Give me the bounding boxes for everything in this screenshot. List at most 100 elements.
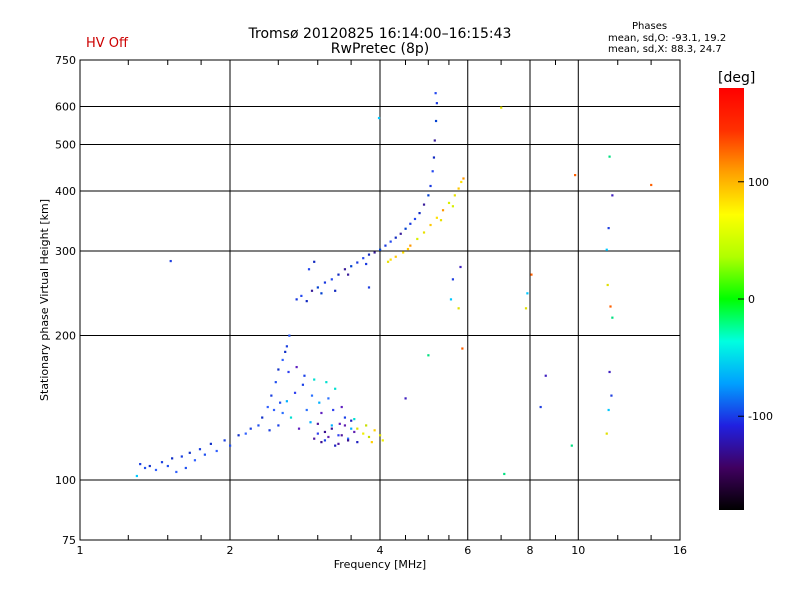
data-point [399, 232, 402, 235]
x-axis-label: Frequency [MHz] [334, 558, 426, 571]
data-point [337, 273, 340, 276]
data-point [303, 374, 306, 377]
data-point [427, 194, 430, 197]
phase-stats-o: mean, sd,O: -93.1, 19.2 [608, 33, 727, 44]
data-point [457, 187, 460, 190]
data-point [386, 260, 390, 263]
data-point [500, 106, 503, 109]
data-point [340, 405, 343, 409]
data-point [215, 449, 218, 453]
data-point [394, 236, 397, 239]
data-point [433, 139, 436, 142]
data-point [394, 255, 397, 258]
data-point [608, 370, 611, 374]
data-point [447, 201, 451, 205]
data-point [379, 248, 382, 251]
data-point [406, 247, 410, 251]
data-point [295, 298, 298, 301]
data-point [605, 248, 608, 251]
x-axis-ticks: 1 2 4 6 8 10 16 [77, 544, 688, 557]
data-point [429, 223, 432, 227]
data-point [175, 470, 178, 474]
phase-stats-heading: Phases [632, 21, 668, 32]
data-point [441, 209, 445, 212]
data-point [270, 394, 273, 397]
data-point [402, 251, 405, 254]
data-point [297, 427, 301, 430]
x-tick-label: 1 [77, 544, 84, 557]
data-point [277, 368, 280, 371]
x-tick-label: 4 [377, 544, 384, 557]
data-point [135, 474, 138, 478]
data-point [332, 408, 335, 412]
data-point [457, 307, 460, 310]
data-point [362, 432, 365, 435]
colorbar-tick-label: -100 [748, 410, 773, 423]
data-point [323, 430, 327, 434]
data-point [435, 216, 438, 219]
data-point [198, 448, 202, 451]
data-point [404, 227, 407, 230]
data-point [272, 408, 276, 412]
data-point [337, 442, 340, 445]
chart-title: Tromsø 20120825 16:14:00–16:15:43 [248, 26, 512, 42]
data-point [367, 253, 371, 256]
data-point [462, 177, 465, 180]
data-point [459, 265, 462, 269]
data-point [330, 278, 333, 281]
data-point [209, 442, 212, 445]
data-point [389, 258, 392, 261]
data-point [309, 421, 312, 424]
x-tick-label: 2 [227, 544, 234, 557]
y-tick-label: 500 [55, 139, 76, 152]
data-point [367, 286, 371, 289]
data-point [353, 418, 356, 421]
y-tick-label: 75 [62, 534, 76, 547]
data-point [289, 416, 293, 419]
data-point [313, 260, 316, 263]
data-point [334, 387, 337, 390]
data-point [435, 102, 438, 105]
data-point [281, 411, 284, 415]
data-point [316, 286, 319, 289]
data-point [524, 307, 528, 310]
data-point [373, 251, 376, 254]
data-point [313, 437, 316, 440]
data-point [350, 419, 353, 422]
data-point [530, 273, 533, 276]
data-point [279, 401, 282, 404]
data-point [429, 184, 432, 188]
data-point [427, 354, 430, 357]
data-point [453, 194, 456, 197]
data-point [166, 464, 169, 468]
data-point [139, 462, 142, 466]
x-tick-label: 6 [464, 544, 471, 557]
data-point [350, 427, 353, 430]
data-point [257, 424, 260, 427]
colorbar-tick-label: 100 [748, 176, 769, 189]
data-point [301, 383, 305, 386]
grid-lines [80, 60, 680, 540]
colorbar-tick-label: 0 [748, 293, 755, 306]
data-point [313, 378, 316, 381]
data-point [356, 427, 359, 430]
data-point [343, 416, 347, 419]
data-point [305, 408, 308, 412]
data-point [409, 222, 412, 225]
data-point [325, 381, 328, 384]
data-point [310, 289, 314, 292]
data-point [431, 170, 434, 173]
data-point [305, 300, 308, 303]
data-point [432, 156, 436, 159]
data-point [389, 240, 392, 243]
data-point [293, 391, 297, 394]
data-point [650, 183, 653, 187]
data-point [244, 432, 247, 435]
data-point [346, 439, 350, 442]
colorbar-ticks: 100 0 -100 [738, 176, 773, 423]
data-point [367, 435, 371, 439]
data-point [539, 405, 542, 409]
data-point [249, 427, 252, 430]
data-point [310, 394, 314, 397]
